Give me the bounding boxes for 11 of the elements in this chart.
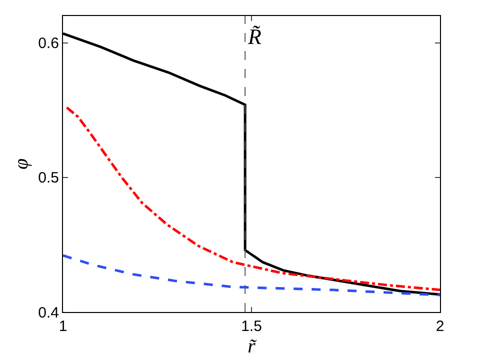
y-tick-label: 0.6	[38, 35, 59, 52]
y-tick-label: 0.5	[38, 170, 59, 187]
y-axis-title: φ	[10, 158, 33, 170]
x-axis-title: r̃	[248, 336, 257, 358]
x-tick-label: 2	[436, 318, 444, 335]
line-series	[63, 254, 440, 296]
y-tick-label: 0.4	[38, 304, 59, 322]
ref-line-label: R̃	[247, 24, 262, 49]
x-tick-label: 1.5	[241, 318, 262, 335]
line-series	[66, 106, 440, 292]
x-tick-label: 1	[58, 318, 68, 335]
